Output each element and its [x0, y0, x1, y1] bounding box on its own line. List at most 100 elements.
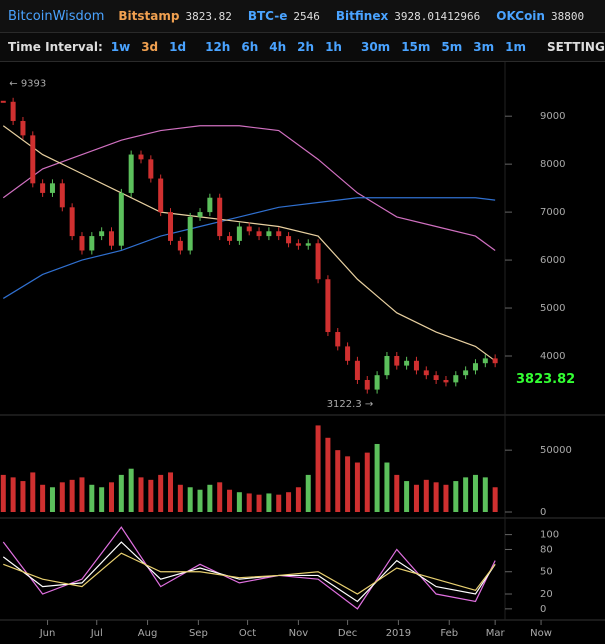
volume-bar — [394, 474, 400, 512]
interval-button[interactable]: 2h — [297, 40, 315, 54]
interval-button[interactable]: 12h — [205, 40, 231, 54]
candle — [404, 360, 410, 366]
y-tick-label: 0 — [540, 604, 546, 615]
volume-bar — [256, 494, 262, 512]
volume-bar — [207, 484, 213, 512]
volume-bar — [197, 489, 203, 512]
interval-button[interactable]: 1h — [325, 40, 342, 54]
volume-bar — [413, 484, 419, 512]
volume-bar — [40, 484, 46, 512]
candle — [364, 379, 370, 390]
x-tick-label: 2019 — [386, 628, 411, 639]
candle — [325, 279, 331, 333]
y-tick-label: 80 — [540, 544, 553, 555]
volume-bar — [148, 479, 154, 512]
moving-average — [2, 197, 496, 299]
volume-bar — [472, 474, 478, 512]
volume-bar — [20, 481, 26, 512]
interval-button[interactable]: 15m — [401, 40, 431, 54]
candle — [148, 159, 154, 179]
brand[interactable]: BitcoinWisdom — [8, 8, 105, 24]
x-tick-label: Jun — [39, 628, 56, 639]
x-tick-label: Aug — [138, 628, 158, 639]
exchange-price: 3823.82 — [185, 9, 232, 23]
moving-average — [2, 125, 496, 251]
exchange-name[interactable]: BTC-e — [247, 9, 288, 23]
volume-bar — [404, 481, 410, 512]
candle — [423, 370, 429, 376]
interval-button[interactable]: 1d — [169, 40, 187, 54]
volume-bar — [305, 474, 311, 512]
x-tick-label: Now — [530, 628, 552, 639]
volume-bar — [187, 487, 193, 512]
candle — [286, 236, 292, 244]
candle — [443, 379, 449, 383]
volume-bar — [99, 487, 105, 512]
interval-button[interactable]: 1w — [110, 40, 131, 54]
candle — [59, 183, 65, 208]
candle — [463, 370, 469, 376]
candle — [20, 120, 26, 136]
candle — [40, 183, 46, 193]
volume-bar — [345, 456, 351, 512]
interval-button[interactable]: 6h — [241, 40, 259, 54]
candle — [472, 363, 478, 371]
volume-bar — [335, 450, 341, 512]
y-tick-label: 50000 — [540, 445, 572, 456]
volume-bar — [286, 492, 292, 512]
volume-bar — [423, 479, 429, 512]
volume-bar — [364, 452, 370, 512]
candle — [315, 243, 321, 280]
volume-bar — [227, 489, 233, 512]
annotation: ← 9393 — [9, 78, 46, 89]
annotation: 3122.3 → — [327, 399, 374, 410]
volume-bar — [482, 477, 488, 512]
settings-button[interactable]: SETTINGS ▼ — [546, 40, 605, 54]
candle — [453, 375, 459, 383]
exchange-name[interactable]: OKCoin — [496, 9, 545, 23]
candle — [99, 231, 105, 237]
volume-bar — [266, 493, 272, 512]
candle — [394, 356, 400, 366]
volume-bar — [138, 477, 144, 512]
candle — [10, 101, 16, 121]
interval-button[interactable]: 1m — [505, 40, 526, 54]
y-tick-label: 0 — [540, 507, 546, 518]
volume-bar — [443, 484, 449, 512]
x-tick-label: Feb — [440, 628, 458, 639]
candle — [305, 243, 311, 246]
exchange-name[interactable]: Bitfinex — [335, 9, 389, 23]
interval-button[interactable]: 5m — [441, 40, 463, 54]
volume-bar — [118, 474, 124, 512]
x-tick-label: Mar — [486, 628, 506, 639]
candle — [374, 375, 380, 390]
oscillator-line — [2, 526, 496, 610]
oscillator-line — [2, 541, 496, 603]
volume-bar — [108, 482, 114, 512]
candle — [128, 154, 134, 193]
volume-bar — [463, 477, 469, 512]
candle — [108, 231, 114, 246]
candle — [69, 207, 75, 237]
volume-bar — [492, 487, 498, 512]
x-tick-label: Oct — [239, 628, 256, 639]
y-tick-label: 8000 — [540, 159, 565, 170]
interval-button[interactable]: 30m — [360, 40, 391, 54]
moving-average — [2, 125, 496, 362]
y-tick-label: 5000 — [540, 303, 565, 314]
interval-button[interactable]: 3d — [141, 40, 159, 54]
candle — [335, 332, 341, 347]
volume-bar — [453, 481, 459, 512]
volume-bar — [374, 443, 380, 512]
volume-bar — [217, 482, 223, 512]
header-bar: BitcoinWisdom Bitstamp 3823.82 BTC-e 2546 … — [0, 0, 605, 33]
volume-bar — [246, 493, 252, 512]
chart: 4000 5000 6000 7000 8000 9000 0 50000 0 20 50 80 100… — [0, 62, 605, 639]
interval-button[interactable]: 4h — [269, 40, 287, 54]
interval-button[interactable]: 3m — [473, 40, 495, 54]
exchange-name[interactable]: Bitstamp — [118, 9, 180, 23]
candle — [197, 212, 203, 217]
candle — [158, 178, 164, 213]
candle — [492, 358, 498, 364]
candle — [266, 231, 272, 237]
